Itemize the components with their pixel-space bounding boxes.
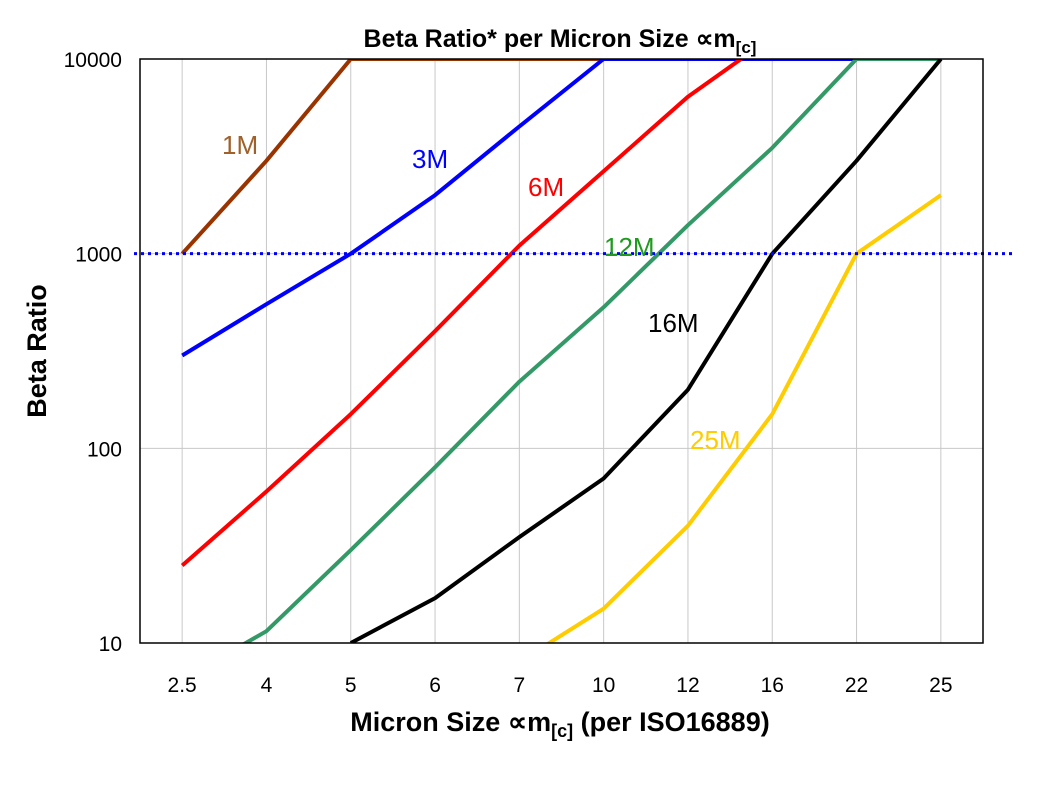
x-tick-label: 5 [345,674,357,697]
x-tick-label: 25 [929,674,952,697]
series-label-1M: 1M [222,130,258,160]
y-tick-label: 1000 [75,244,122,267]
series-label-12M: 12M [604,232,655,262]
series-line-16M [349,59,943,643]
series-labels: 1M 3M 6M 12M 16M 25M [222,130,741,455]
series-line-3M [181,59,857,358]
x-tick-label: 6 [429,674,441,697]
series-line-12M [241,59,941,643]
x-axis-title: Micron Size ∝m[c] (per ISO16889) [350,707,769,741]
chart-title-subscript: [c] [736,38,757,57]
x-tick-label: 4 [261,674,273,697]
plot-area [140,59,983,643]
series-label-25M: 25M [690,425,741,455]
x-tick-label: 2.5 [168,674,197,697]
series-label-6M: 6M [528,172,564,202]
y-axis-title: Beta Ratio [22,284,52,418]
x-tick-label: 7 [514,674,526,697]
plot-border [139,58,984,644]
y-tick-label: 10000 [64,49,122,72]
x-tick-label: 10 [592,674,615,697]
series-lines [180,59,943,643]
series-label-16M: 16M [648,308,699,338]
x-tick-label: 16 [761,674,784,697]
series-line-6M [180,59,745,568]
chart-title: Beta Ratio* per Micron Size ∝m[c] [364,25,757,57]
series-line-1M [180,59,604,256]
tick-labels: 2.5 4 5 6 7 10 12 16 22 25 10 100 1000 10000 [64,49,953,697]
series-label-3M: 3M [412,144,448,174]
series-line-25M [545,193,943,643]
y-tick-label: 10 [99,633,122,656]
y-tick-label: 100 [87,438,122,461]
x-tick-label: 12 [676,674,699,697]
x-tick-label: 22 [845,674,868,697]
